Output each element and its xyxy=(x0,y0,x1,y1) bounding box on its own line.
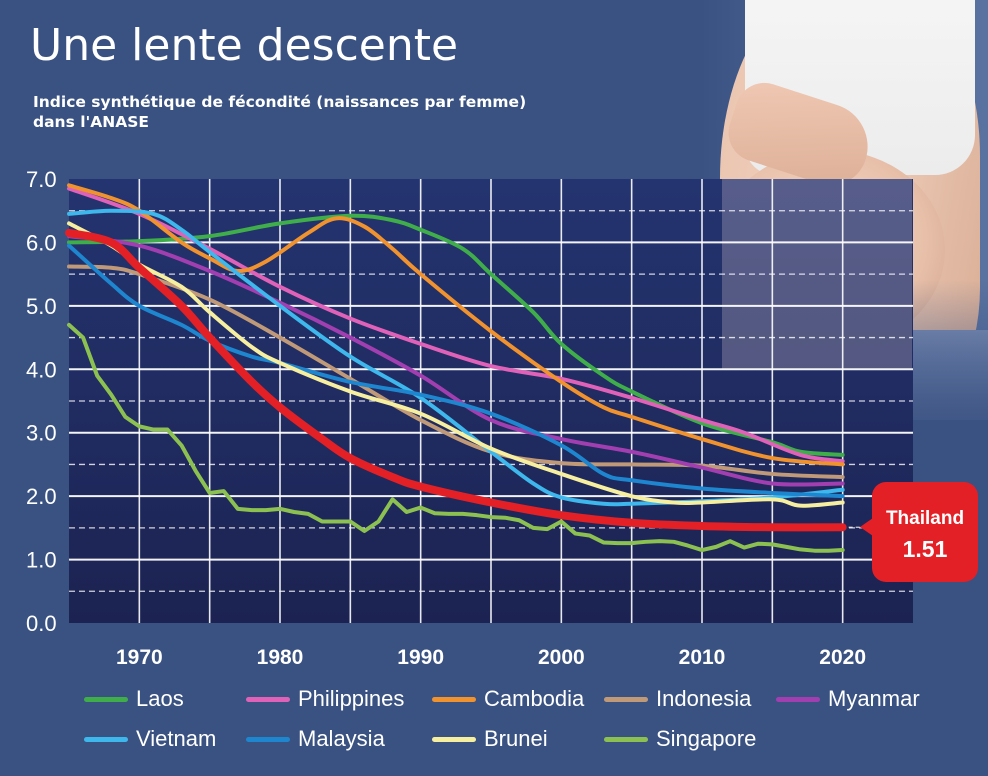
callout-value: 1.51 xyxy=(902,536,948,562)
y-tick-label: 3.0 xyxy=(26,421,57,446)
legend-label: Cambodia xyxy=(484,686,585,711)
legend-item-malaysia: Malaysia xyxy=(246,726,385,752)
series-line-singapore xyxy=(67,322,845,553)
legend-item-brunei: Brunei xyxy=(432,726,548,752)
y-tick-label: 0.0 xyxy=(26,611,57,636)
legend-swatch xyxy=(604,696,648,702)
subtitle-line-2: dans l'ANASE xyxy=(33,113,149,131)
x-tick-label: 2000 xyxy=(538,646,585,669)
subtitle-line-1: Indice synthétique de fécondité (naissan… xyxy=(33,93,527,111)
series-line-philippines xyxy=(67,186,845,464)
legend-label: Singapore xyxy=(656,726,757,751)
legend-item-vietnam: Vietnam xyxy=(84,726,216,752)
legend-swatch xyxy=(246,736,290,742)
y-tick-label: 7.0 xyxy=(26,167,57,192)
legend-swatch xyxy=(246,696,290,702)
series-line-cambodia xyxy=(67,183,845,467)
series-line-malaysia xyxy=(67,243,845,499)
legend-label: Indonesia xyxy=(656,686,752,711)
legend-swatch xyxy=(776,696,820,702)
legend-item-myanmar: Myanmar xyxy=(776,686,920,712)
x-tick-label: 2020 xyxy=(819,646,866,669)
series-line-myanmar xyxy=(67,234,845,487)
legend-swatch xyxy=(84,696,128,702)
legend-label: Brunei xyxy=(484,726,548,751)
legend-item-philippines: Philippines xyxy=(246,686,404,712)
y-axis: 0.0 1.0 2.0 3.0 4.0 5.0 6.0 7.0 xyxy=(26,167,57,636)
legend-item-cambodia: Cambodia xyxy=(432,686,584,712)
y-tick-label: 4.0 xyxy=(26,357,57,382)
legend-label: Myanmar xyxy=(828,686,920,711)
thailand-callout: Thailand 1.51 xyxy=(860,482,978,582)
legend-swatch xyxy=(604,736,648,742)
legend-item-laos: Laos xyxy=(84,686,184,712)
y-tick-label: 2.0 xyxy=(26,484,57,509)
series-line-thailand xyxy=(65,228,847,532)
y-tick-label: 1.0 xyxy=(26,548,57,573)
x-axis: 1970 1980 1990 2000 2010 2020 xyxy=(116,646,866,669)
y-tick-label: 6.0 xyxy=(26,230,57,255)
legend-swatch xyxy=(432,736,476,742)
legend-item-singapore: Singapore xyxy=(604,726,756,752)
legend-item-indonesia: Indonesia xyxy=(604,686,751,712)
x-tick-label: 1990 xyxy=(397,646,444,669)
legend-swatch xyxy=(432,696,476,702)
legend-swatch xyxy=(84,736,128,742)
y-tick-label: 5.0 xyxy=(26,294,57,319)
chart-subtitle: Indice synthétique de fécondité (naissan… xyxy=(33,92,653,132)
x-tick-label: 1970 xyxy=(116,646,163,669)
legend-label: Laos xyxy=(136,686,184,711)
series-line-brunei xyxy=(67,221,845,508)
series-line-laos xyxy=(67,213,845,457)
callout-country: Thailand xyxy=(885,508,965,529)
legend-label: Vietnam xyxy=(136,726,217,751)
legend-label: Philippines xyxy=(298,686,405,711)
line-chart: 0.0 1.0 2.0 3.0 4.0 5.0 6.0 7.0 1970 1980 1990 200… xyxy=(26,167,913,669)
legend-label: Malaysia xyxy=(298,726,385,751)
series-lines xyxy=(65,183,860,553)
x-tick-label: 1980 xyxy=(257,646,304,669)
chart-title: Une lente descente xyxy=(30,20,459,71)
x-tick-label: 2010 xyxy=(679,646,726,669)
